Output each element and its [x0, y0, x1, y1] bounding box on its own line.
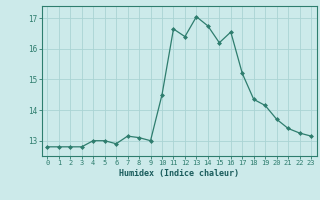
X-axis label: Humidex (Indice chaleur): Humidex (Indice chaleur): [119, 169, 239, 178]
